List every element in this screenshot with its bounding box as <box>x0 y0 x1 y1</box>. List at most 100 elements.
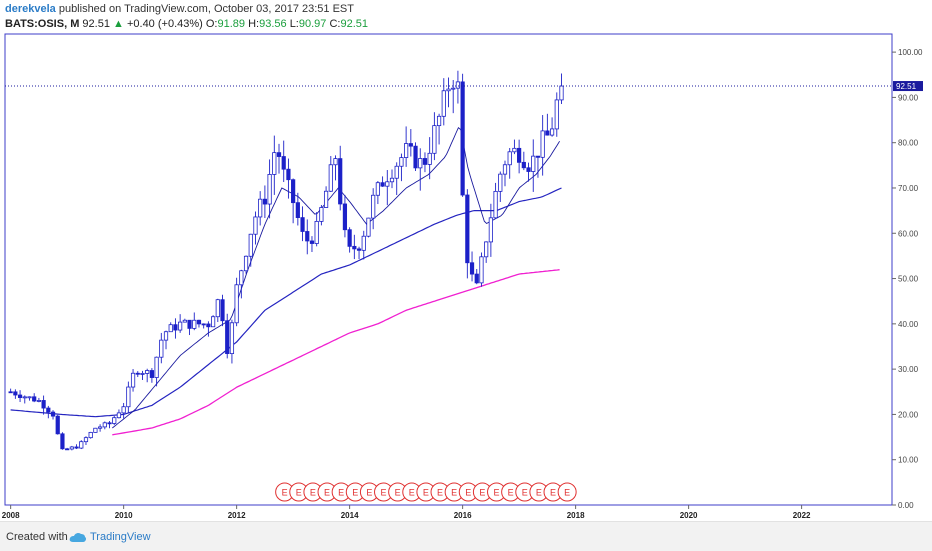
candle-body <box>83 437 89 443</box>
candle-body <box>380 182 385 187</box>
footer: Created with TradingView <box>0 521 932 551</box>
candle-body <box>267 174 272 205</box>
candle-body <box>126 386 131 408</box>
author-link[interactable]: derekvela <box>5 3 56 15</box>
candle-body <box>286 168 291 181</box>
candle-body <box>399 157 404 167</box>
ma-long-layer <box>112 269 560 436</box>
candle-body <box>309 240 315 244</box>
candle-body <box>98 426 103 429</box>
candle-body <box>385 181 390 187</box>
candle-body <box>502 164 508 175</box>
candle-body <box>135 372 140 375</box>
candle-body <box>145 370 150 374</box>
y-tick-label: 50.00 <box>898 275 919 284</box>
earnings-label: E <box>381 488 387 498</box>
earnings-marker <box>557 482 577 502</box>
candle-body <box>441 90 446 117</box>
tradingview-cloud-icon <box>69 530 87 548</box>
candle-body <box>465 194 470 264</box>
candle-body <box>8 391 13 394</box>
candle-body <box>130 372 136 388</box>
candle-body <box>446 88 451 92</box>
candle-body <box>178 321 183 331</box>
low-label: L: <box>289 18 299 30</box>
candle-body <box>121 406 126 414</box>
candle-body <box>436 115 442 127</box>
candle-body <box>239 270 244 286</box>
tradingview-link[interactable]: TradingView <box>90 531 151 543</box>
last-price: 92.51 <box>82 18 110 30</box>
earnings-label: E <box>522 488 528 498</box>
y-tick-label: 10.00 <box>898 456 919 465</box>
earnings-label: E <box>508 488 514 498</box>
candle-body <box>394 165 399 179</box>
candle-body <box>182 319 187 323</box>
x-tick-label: 2022 <box>793 511 811 520</box>
candle-body <box>305 231 310 242</box>
candle-body <box>323 190 329 208</box>
open-label: O: <box>205 18 218 30</box>
candle-body <box>356 248 362 251</box>
candle-body <box>50 411 56 417</box>
close-value: 92.51 <box>340 18 368 30</box>
ma-mid-line <box>10 187 562 418</box>
candle-body <box>549 128 555 136</box>
candle-body <box>112 417 117 424</box>
candle-body <box>163 331 169 341</box>
y-tick-label: 0.00 <box>898 501 914 510</box>
candle-body <box>371 194 376 219</box>
candle-body <box>243 255 249 272</box>
candle-body <box>210 316 216 328</box>
earnings-label: E <box>494 488 500 498</box>
candle-body <box>27 396 32 399</box>
earnings-label: E <box>536 488 542 498</box>
candle-body <box>32 396 37 402</box>
candle-body <box>69 446 74 450</box>
candle-body <box>272 152 277 175</box>
earnings-label: E <box>465 488 471 498</box>
candle-body <box>154 356 159 378</box>
candle-body <box>88 431 93 439</box>
symbol-line: BATS:OSIS, M 92.51 ▲ +0.40 (+0.43%) O:91… <box>5 18 368 30</box>
price-chart[interactable]: 0.00 10.00 20.00 30.00 40.00 50.00 60.00 70.00 8… <box>0 0 932 521</box>
last-price-layer: 92.51 <box>5 81 923 92</box>
candle-body <box>291 179 296 204</box>
y-tick-label: 70.00 <box>898 184 919 193</box>
candle-body <box>60 433 65 450</box>
change-value: +0.40 (+0.43%) <box>126 18 203 30</box>
candle-body <box>352 245 357 250</box>
candle-body <box>484 241 489 258</box>
candle-body <box>545 130 550 136</box>
candle-body <box>432 125 437 154</box>
candles-layer <box>8 70 564 451</box>
candle-body <box>526 167 531 172</box>
candle-body <box>192 319 197 329</box>
y-tick-label: 60.00 <box>898 229 919 238</box>
candle-body <box>262 198 267 205</box>
candle-body <box>498 173 503 192</box>
candle-body <box>413 145 418 169</box>
x-tick-label: 2014 <box>341 511 359 520</box>
candle-body <box>314 220 319 244</box>
candle-body <box>347 229 352 247</box>
candle-body <box>295 202 300 219</box>
earnings-label: E <box>352 488 358 498</box>
published-text: published on TradingView.com, October 03… <box>58 3 354 15</box>
candle-body <box>521 161 526 169</box>
candle-body <box>276 152 282 157</box>
created-with-text: Created with <box>6 531 68 543</box>
candle-body <box>187 319 192 329</box>
candle-body <box>389 177 395 183</box>
ma-mid-layer <box>10 187 562 418</box>
earnings-label: E <box>423 488 429 498</box>
candle-body <box>540 130 545 158</box>
x-tick-label: 2008 <box>2 511 20 520</box>
candle-body <box>253 216 258 235</box>
candle-body <box>46 407 51 413</box>
earnings-label: E <box>451 488 457 498</box>
candle-body <box>201 323 206 326</box>
candle-body <box>333 158 338 166</box>
candle-body <box>215 299 220 318</box>
candle-body <box>474 273 479 284</box>
